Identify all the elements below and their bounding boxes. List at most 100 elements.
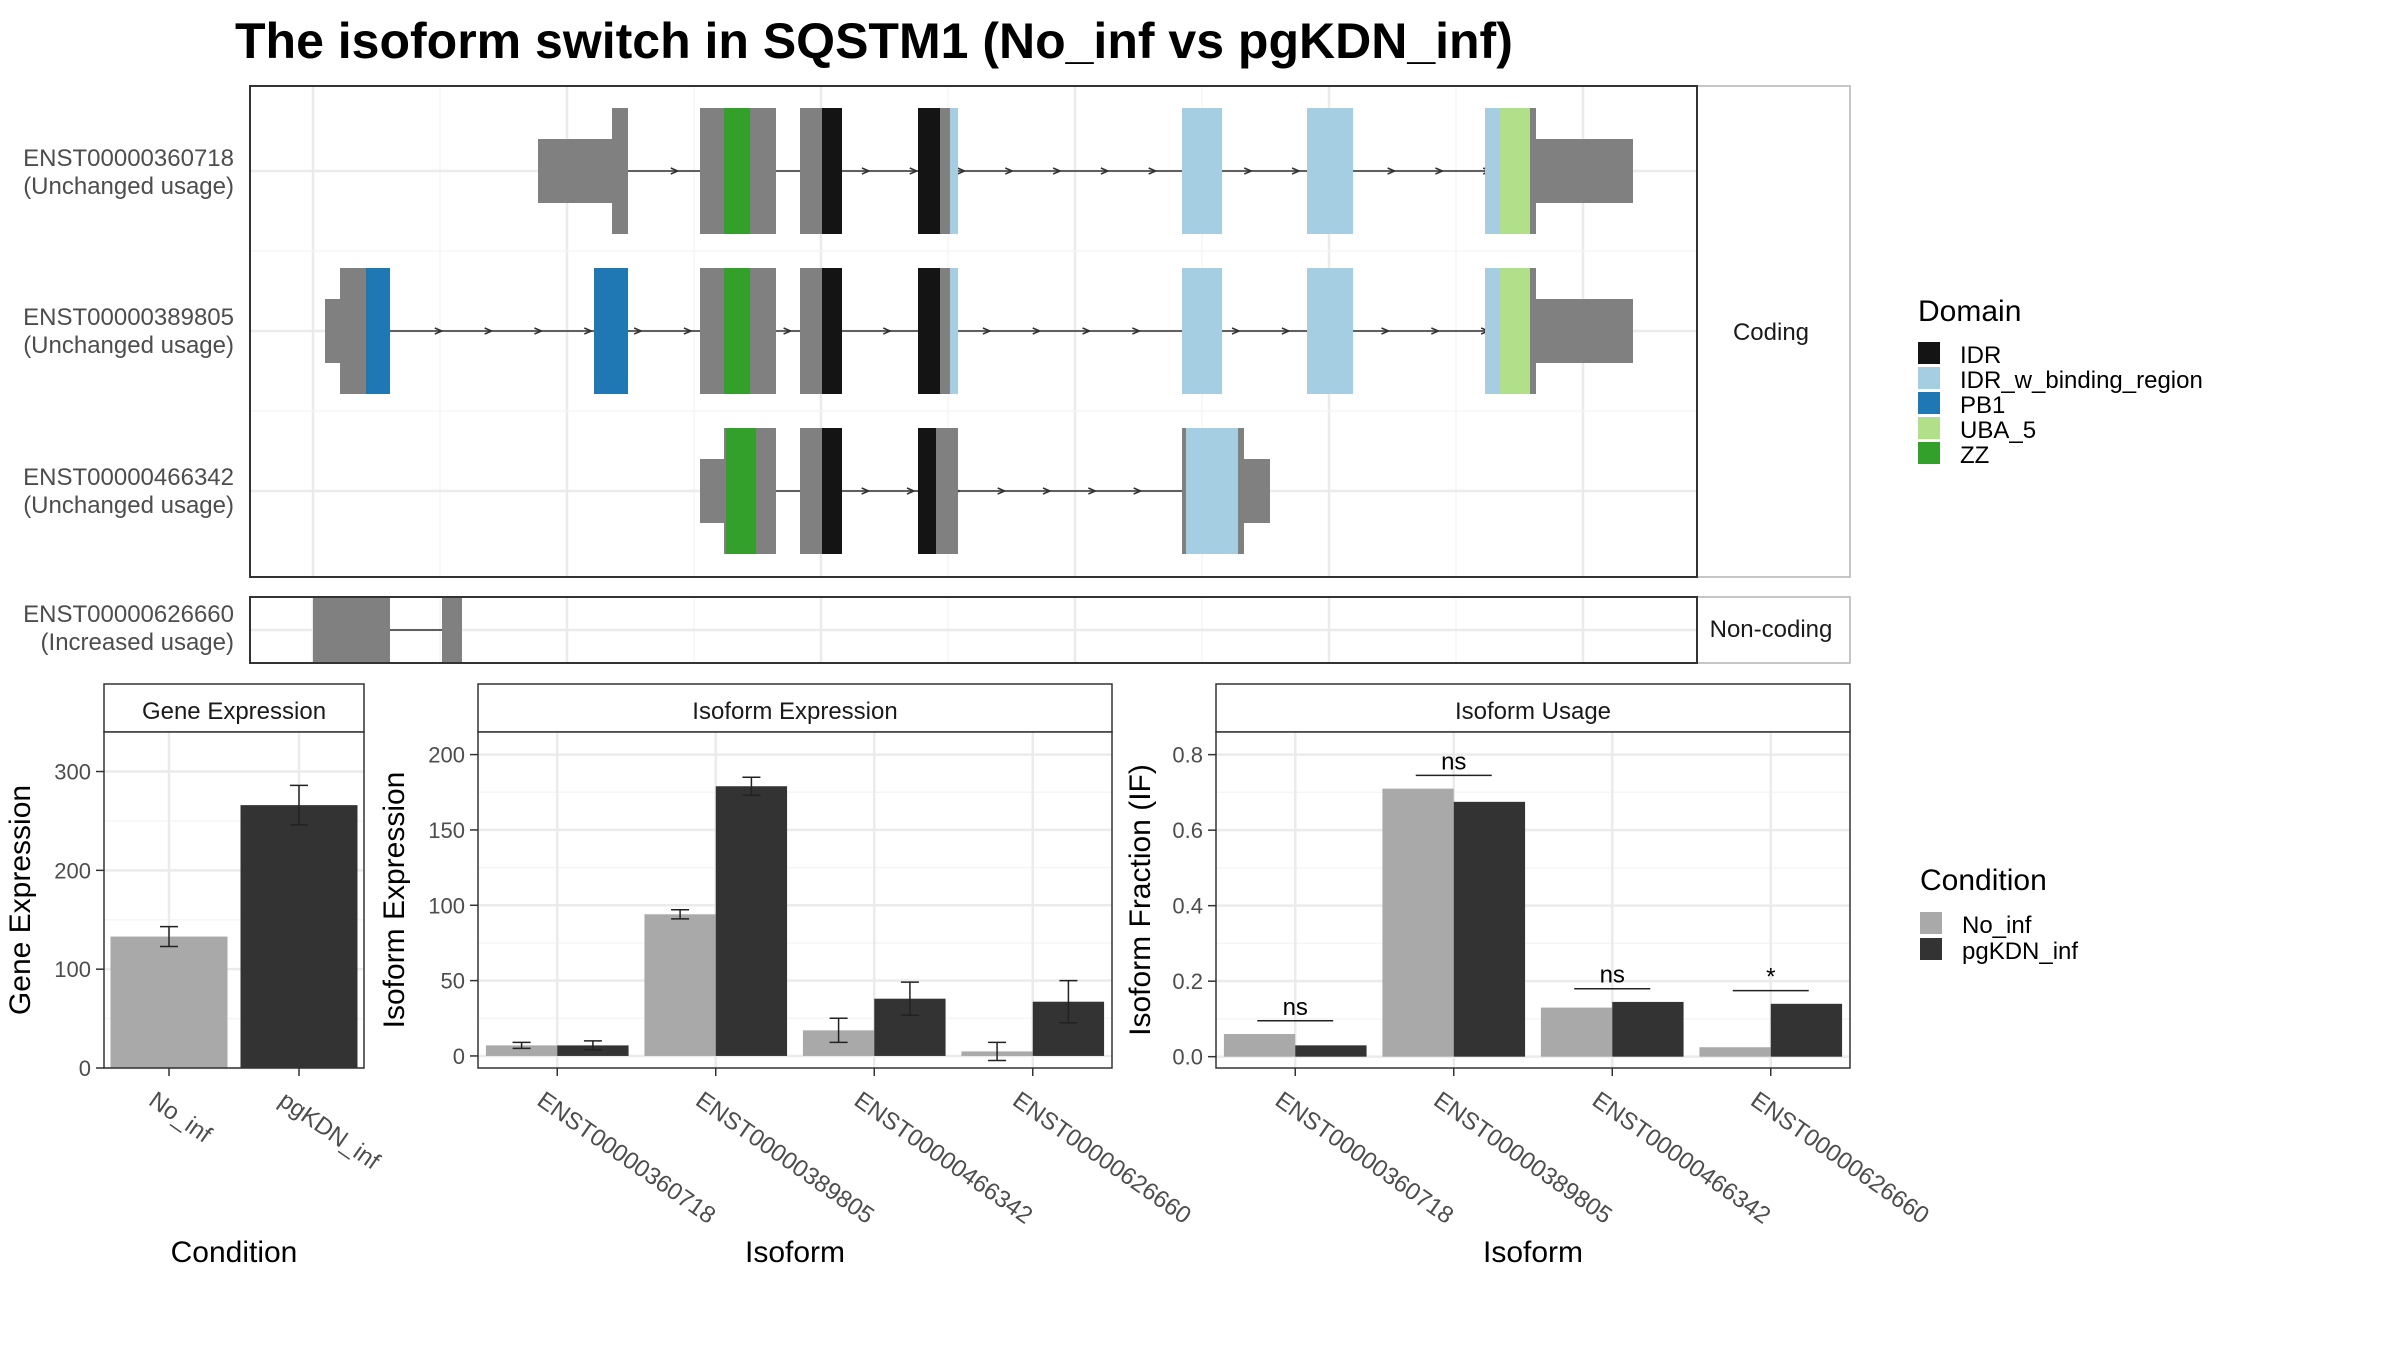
- intron-arrow: [1132, 327, 1142, 335]
- transcript-id-label: ENST00000466342: [23, 464, 234, 491]
- significance-label: ns: [1600, 962, 1625, 989]
- transcript-usage-label: (Unchanged usage): [23, 332, 234, 359]
- bar: [110, 936, 228, 1068]
- intron-arrow: [1431, 327, 1441, 335]
- x-axis-title: Condition: [171, 1236, 298, 1269]
- intron-arrow: [1381, 327, 1391, 335]
- exon: [612, 108, 628, 234]
- bar: [485, 1045, 558, 1056]
- transcript-usage-label: (Unchanged usage): [23, 173, 234, 200]
- utr-exon: [538, 139, 612, 203]
- structure-panel-frame: [249, 85, 1698, 578]
- panel-title: Gene Expression: [142, 698, 326, 725]
- y-tick-label: 0.0: [1172, 1045, 1203, 1070]
- intron-arrow: [861, 167, 871, 175]
- panel-frame: [477, 731, 1113, 1069]
- domain-idr: [822, 268, 842, 394]
- transcript-id-label: ENST00000389805: [23, 304, 234, 331]
- transcript-id-label: ENST00000360718: [23, 145, 234, 172]
- domain-idr-binding: [950, 268, 958, 394]
- x-axis-title: Isoform: [1483, 1236, 1583, 1269]
- legend-key-idr-binding: [1918, 367, 1940, 389]
- legend-key-zz: [1918, 442, 1940, 464]
- y-tick-label: 100: [428, 893, 465, 918]
- y-tick-label: 0: [453, 1044, 465, 1069]
- utr-exon: [700, 459, 724, 523]
- transcript-structure-panel: [249, 85, 1851, 664]
- intron-arrow: [434, 327, 444, 335]
- domain-idr: [822, 428, 842, 554]
- y-tick-label: 300: [54, 760, 91, 785]
- transcript-usage-label: (Unchanged usage): [23, 492, 234, 519]
- legend-label: No_inf: [1962, 912, 2032, 939]
- y-tick-label: 0.8: [1172, 743, 1203, 768]
- transcript-labels: ENST00000360718 (Unchanged usage) ENST00…: [23, 145, 234, 656]
- facet-label-coding: Coding: [1733, 319, 1809, 346]
- intron-arrow: [909, 167, 919, 175]
- domain-zz: [724, 108, 750, 234]
- intron-arrow: [1133, 487, 1143, 495]
- intron-arrow: [1032, 327, 1042, 335]
- bar: [1453, 801, 1526, 1057]
- transcript-id-label: ENST00000626660: [23, 601, 234, 628]
- intron-arrow: [484, 327, 494, 335]
- legend-label: PB1: [1960, 392, 2005, 419]
- y-tick-label: 0.6: [1172, 818, 1203, 843]
- legend-key-uba5: [1918, 417, 1940, 439]
- intron-arrow: [1052, 167, 1063, 175]
- bar: [1612, 1001, 1684, 1057]
- domain-idr: [918, 428, 936, 554]
- bar: [715, 786, 788, 1056]
- intron-arrow: [783, 327, 793, 335]
- panel-title: Isoform Expression: [692, 698, 897, 725]
- domain-legend: Domain IDR IDR_w_binding_region PB1 UBA_…: [1918, 295, 2203, 469]
- legend-title: Domain: [1918, 295, 2021, 328]
- intron-arrow: [683, 327, 693, 335]
- significance-label: ns: [1441, 748, 1466, 775]
- intron-arrow: [1005, 167, 1015, 175]
- y-axis-title: Isoform Expression: [378, 772, 411, 1029]
- panel-frame: [1215, 731, 1851, 1069]
- domain-uba5: [1500, 108, 1530, 234]
- y-tick-label: 100: [54, 957, 91, 982]
- figure-title: The isoform switch in SQSTM1 (No_inf vs …: [235, 13, 1513, 69]
- intron-arrow: [670, 167, 680, 175]
- intron-arrow: [1042, 487, 1052, 495]
- facet-strip: [1696, 596, 1851, 664]
- domain-idr-binding: [1485, 268, 1500, 394]
- domain-pb1: [594, 268, 628, 394]
- isoform-expression-panel: Isoform Expression050100150200ENST000003…: [378, 683, 1196, 1269]
- utr-exon: [1536, 299, 1633, 363]
- bar: [644, 914, 716, 1056]
- legend-label: ZZ: [1960, 442, 1989, 469]
- domain-idr-binding: [1307, 108, 1353, 234]
- bar: [1223, 1034, 1296, 1057]
- intron-arrow: [1281, 327, 1291, 335]
- y-tick-label: 150: [428, 818, 465, 843]
- panel-bg: [1216, 732, 1850, 1068]
- y-tick-label: 0.4: [1172, 894, 1203, 919]
- domain-idr-binding: [1307, 268, 1353, 394]
- panel-frame: [103, 731, 365, 1069]
- bar: [1295, 1045, 1367, 1057]
- y-tick-label: 0.2: [1172, 969, 1203, 994]
- intron-arrow: [1148, 167, 1158, 175]
- domain-idr: [822, 108, 842, 234]
- legend-label: UBA_5: [1960, 417, 2036, 444]
- domain-idr: [918, 108, 940, 234]
- intron-arrow: [584, 327, 594, 335]
- intron-arrow: [882, 327, 893, 335]
- intron-arrow: [1291, 167, 1301, 175]
- utr-exon: [1536, 139, 1633, 203]
- facet-label-noncoding: Non-coding: [1710, 616, 1833, 643]
- gene-expression-panel: Gene Expression 0 100 200 300 No_inf pgKDN_inf…: [4, 683, 385, 1269]
- domain-idr-binding: [1186, 428, 1238, 554]
- y-tick-label: 50: [441, 969, 465, 994]
- bar: [1540, 1007, 1613, 1057]
- intron-arrow: [1088, 487, 1098, 495]
- domain-idr-binding: [1182, 108, 1222, 234]
- legend-label: pgKDN_inf: [1962, 938, 2078, 965]
- y-axis-title: Gene Expression: [4, 785, 37, 1015]
- exon: [313, 598, 390, 662]
